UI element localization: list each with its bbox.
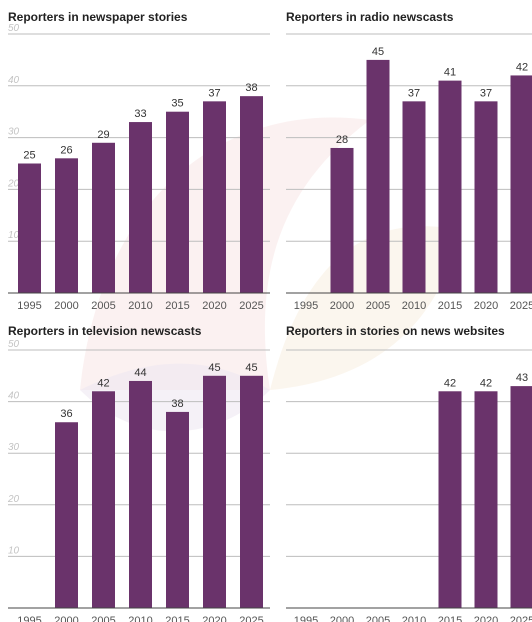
data-label: 42 bbox=[480, 377, 492, 389]
bar bbox=[438, 80, 462, 294]
y-tick-label: 40 bbox=[8, 75, 20, 86]
bar-chart-newspaper: 10 20 30 40 50 25 26 29 33 35 37 38 1995 2000 2005 2010… bbox=[7, 23, 270, 312]
bar bbox=[240, 375, 263, 608]
x-tick-label: 2010 bbox=[128, 615, 152, 622]
bar bbox=[366, 59, 390, 294]
data-label: 35 bbox=[171, 98, 183, 110]
bar bbox=[240, 96, 263, 293]
bar bbox=[92, 142, 115, 293]
x-tick-label: 2010 bbox=[402, 615, 426, 622]
x-tick-label: 2005 bbox=[366, 615, 390, 622]
data-label: 33 bbox=[134, 108, 146, 120]
x-tick-label: 2025 bbox=[510, 615, 532, 622]
y-tick-label: 50 bbox=[8, 23, 20, 34]
y-tick-label: 40 bbox=[8, 391, 20, 402]
bar-chart-news-websites: 42 42 43 1995 2000 2005 2010 2015 2020 2025 bbox=[286, 349, 532, 622]
data-label: 45 bbox=[372, 46, 384, 58]
bar-chart-television: 10 20 30 40 50 36 42 44 38 45 45 1995 2000 2005 2010 20… bbox=[7, 339, 270, 622]
data-label: 26 bbox=[60, 144, 72, 156]
bar bbox=[166, 411, 189, 608]
x-tick-label: 2015 bbox=[438, 300, 462, 312]
data-label: 44 bbox=[134, 367, 146, 379]
data-label: 41 bbox=[444, 67, 456, 79]
x-tick-label: 1995 bbox=[294, 615, 318, 622]
bar bbox=[474, 391, 498, 608]
x-tick-label: 2025 bbox=[239, 615, 263, 622]
data-label: 38 bbox=[171, 398, 183, 410]
bar bbox=[203, 375, 226, 608]
bar bbox=[55, 422, 78, 608]
data-label: 37 bbox=[208, 87, 220, 99]
bar bbox=[438, 391, 462, 608]
data-label: 42 bbox=[444, 377, 456, 389]
x-tick-label: 2020 bbox=[474, 300, 498, 312]
x-tick-label: 2015 bbox=[165, 300, 189, 312]
y-tick-label: 20 bbox=[7, 494, 20, 505]
x-tick-label: 2010 bbox=[128, 300, 152, 312]
bar bbox=[18, 163, 41, 293]
x-tick-label: 1995 bbox=[294, 300, 318, 312]
x-tick-label: 2000 bbox=[54, 300, 78, 312]
data-label: 37 bbox=[408, 87, 420, 99]
data-label: 25 bbox=[23, 150, 35, 162]
x-tick-label: 2025 bbox=[510, 300, 532, 312]
x-tick-label: 2015 bbox=[165, 615, 189, 622]
x-tick-label: 1995 bbox=[17, 615, 41, 622]
data-label: 43 bbox=[516, 372, 528, 384]
data-label: 38 bbox=[245, 82, 257, 94]
data-label: 29 bbox=[97, 129, 109, 141]
bar bbox=[402, 101, 426, 293]
y-tick-label: 10 bbox=[8, 545, 20, 556]
data-label: 42 bbox=[516, 61, 528, 73]
x-tick-label: 2015 bbox=[438, 615, 462, 622]
bar bbox=[129, 122, 152, 293]
chart-panel-television: Reporters in television newscasts 10 20 30… bbox=[7, 324, 270, 622]
x-tick-label: 2020 bbox=[474, 615, 498, 622]
data-label: 45 bbox=[245, 362, 257, 374]
chart-title: Reporters in stories on news websites bbox=[286, 324, 505, 338]
bar bbox=[510, 386, 532, 608]
chart-panel-newspaper: Reporters in newspaper stories 10 20 30 40 5… bbox=[7, 10, 270, 316]
bar bbox=[92, 391, 115, 608]
data-label: 28 bbox=[336, 134, 348, 146]
x-tick-label: 1995 bbox=[17, 300, 41, 312]
chart-title: Reporters in newspaper stories bbox=[8, 10, 188, 24]
bar bbox=[55, 158, 78, 293]
data-label: 36 bbox=[60, 408, 72, 420]
x-tick-label: 2000 bbox=[330, 615, 354, 622]
y-tick-label: 20 bbox=[7, 178, 20, 189]
bar bbox=[330, 147, 354, 293]
data-label: 42 bbox=[97, 377, 109, 389]
x-tick-label: 2000 bbox=[54, 615, 78, 622]
y-tick-label: 30 bbox=[8, 127, 20, 138]
x-tick-label: 2005 bbox=[91, 615, 115, 622]
chart-panel-radio: Reporters in radio newscasts 28 45 37 41 37 4… bbox=[286, 10, 532, 316]
x-tick-label: 2000 bbox=[330, 300, 354, 312]
chart-title: Reporters in radio newscasts bbox=[286, 10, 454, 24]
chart-panel-news-websites: Reporters in stories on news websites 42… bbox=[286, 324, 532, 622]
x-tick-label: 2010 bbox=[402, 300, 426, 312]
y-tick-label: 50 bbox=[8, 339, 20, 350]
x-tick-label: 2020 bbox=[202, 300, 226, 312]
x-tick-label: 2025 bbox=[239, 300, 263, 312]
x-tick-label: 2005 bbox=[366, 300, 390, 312]
bar bbox=[474, 101, 498, 293]
bar bbox=[203, 101, 226, 293]
bar bbox=[510, 75, 532, 293]
x-tick-label: 2005 bbox=[91, 300, 115, 312]
bar bbox=[129, 380, 152, 608]
data-label: 45 bbox=[208, 362, 220, 374]
y-tick-label: 10 bbox=[8, 230, 20, 241]
x-tick-label: 2020 bbox=[202, 615, 226, 622]
chart-title: Reporters in television newscasts bbox=[8, 324, 202, 338]
bar-chart-radio: 28 45 37 41 37 42 1995 2000 2005 2010 2015 2020 2025 bbox=[286, 33, 532, 312]
y-tick-label: 30 bbox=[8, 442, 20, 453]
bar bbox=[166, 111, 189, 293]
data-label: 37 bbox=[480, 87, 492, 99]
